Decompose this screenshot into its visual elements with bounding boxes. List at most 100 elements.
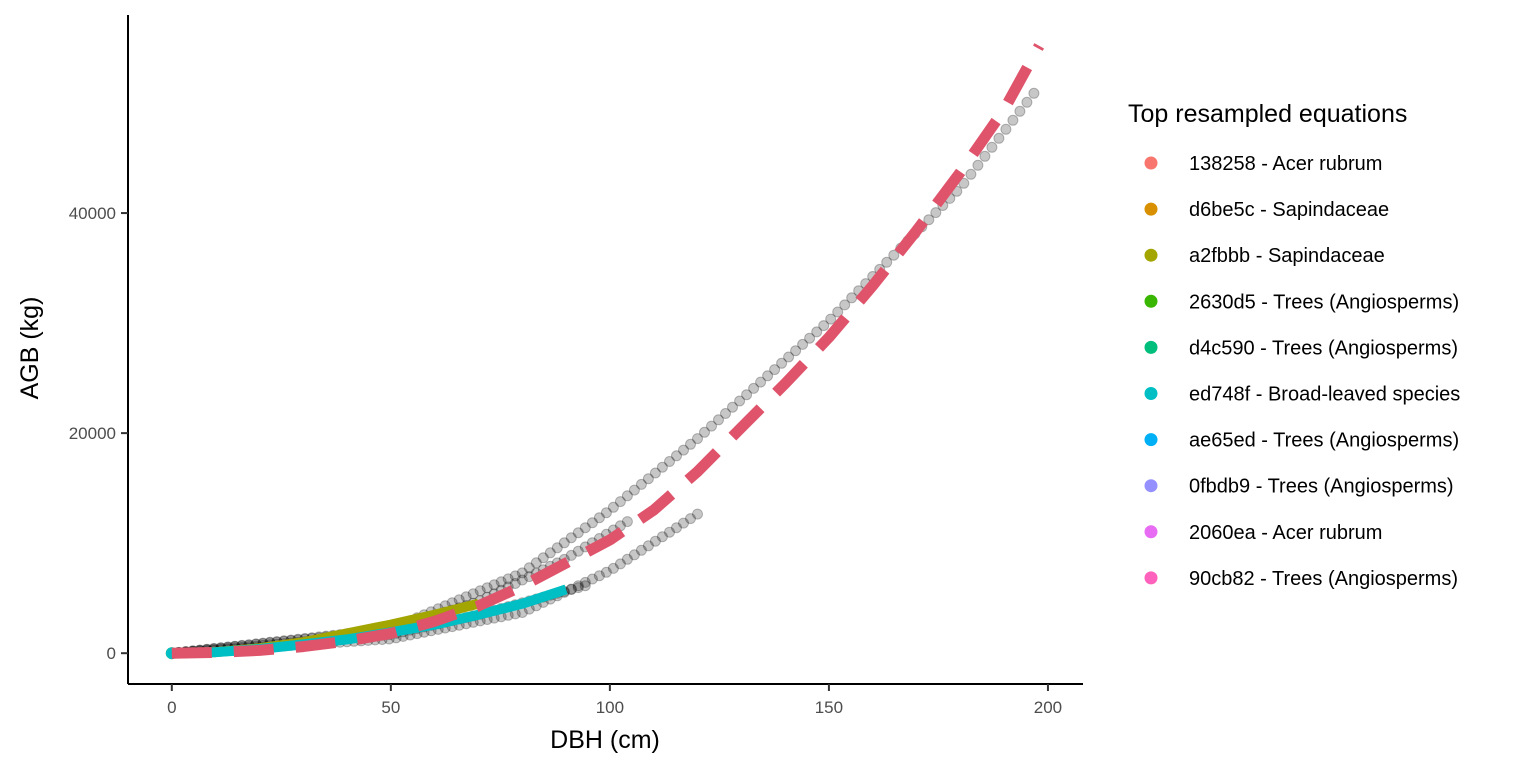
scatter-point [678,517,689,529]
scatter-point [692,508,703,520]
scatter-point [649,467,661,479]
y-tick-label: 40000 [69,204,116,223]
scatter-point [621,553,633,565]
scatter-point [706,420,717,432]
legend-key [1144,525,1158,539]
scatter-point [467,588,479,600]
scatter-point [649,535,661,547]
scatter-point [965,168,977,180]
scatter-point [734,395,746,407]
scatter-point [986,141,998,153]
scatter-point [628,484,640,496]
scatter-point [671,450,682,462]
scatter-point [537,552,549,564]
y-tick-label: 20000 [69,424,116,443]
scatter-point [635,478,647,490]
scatter-point [579,580,591,592]
scatter-point [474,585,486,597]
legend-label: 2060ea - Acer rubrum [1189,522,1382,544]
scatter-point [832,306,844,318]
scatter-point [614,496,626,508]
scatter-point [972,159,984,171]
scatter-point [930,207,942,219]
scatter-point [671,522,682,534]
series-lines-layer [165,43,1045,660]
scatter-point [572,545,584,557]
scatter-point [741,389,753,401]
y-axis-title: AGB (kg) [16,297,44,400]
legend-key [1144,479,1158,493]
scatter-point [635,544,647,556]
legend-key [1144,571,1158,585]
legend-key [1144,248,1158,262]
scatter-point [502,573,514,585]
scatter-point [488,579,500,591]
legend-label: 90cb82 - Trees (Angiosperms) [1189,568,1458,590]
scatter-point [481,582,493,594]
legend-key [1144,387,1158,400]
legend-label: d4c590 - Trees (Angiosperms) [1189,337,1458,359]
series-line [171,43,1045,659]
scatter-point [1028,87,1040,99]
scatter-point [516,567,528,579]
scatter-point [748,382,760,394]
x-tick-label: 0 [167,698,176,717]
scatter-point [664,456,675,467]
x-tick-label: 200 [1034,698,1062,717]
scatter-point [628,549,640,561]
scatter-point [621,516,633,528]
legend-key [1144,340,1158,354]
scatter-point [579,522,591,534]
scatter-point [713,414,724,426]
scatter-point [1000,123,1012,135]
scatter-point [1007,114,1019,126]
x-tick-label: 50 [381,698,400,717]
scatter-point [923,214,935,226]
scatter-point [783,351,795,363]
scatter-point [769,364,781,376]
scatter-point [558,537,570,549]
scatter-point [523,562,535,574]
scatter-point [1014,105,1026,117]
legend-key [1144,433,1158,447]
legend-label: 138258 - Acer rubrum [1189,153,1382,175]
scatter-point [551,542,563,554]
scatter-point [621,490,633,502]
legend-key [1144,202,1158,216]
scatter-point [495,576,507,588]
scatter-point [656,531,668,543]
scatter-point [565,583,577,595]
scatter-point [664,526,675,538]
scatter-point [699,426,710,438]
scatter-point [565,549,577,561]
legend-label: d6be5c - Sapindaceae [1189,199,1389,221]
scatter-point [586,517,598,529]
scatter-point [993,132,1005,144]
scatter-point [509,578,521,589]
scatter-point [762,370,774,382]
scatter-point [692,433,703,445]
scatter-point [516,574,528,586]
scatter-point [797,338,809,350]
legend: Top resampled equations 138258 - Acer ru… [1128,100,1460,590]
scatter-point [685,513,696,525]
legend-key [1144,156,1158,170]
scatter-point [593,570,605,582]
scatter-point [818,320,830,332]
axes: 0 50 100 150 200 0 20000 40000 [69,15,1083,717]
scatter-point [678,444,689,456]
scatter-point [600,566,612,578]
scatter-point [685,438,696,450]
scatter-point [888,249,900,261]
scatter-point [572,580,584,592]
scatter-point [776,357,788,369]
scatter-point [727,401,738,413]
scatter-point [811,326,823,338]
scatter-point [881,256,893,268]
scatter-point [565,584,577,595]
scatter-point [565,532,577,544]
y-tick-label: 0 [107,644,116,663]
scatter-point [607,501,619,513]
scatter-point [530,557,542,569]
